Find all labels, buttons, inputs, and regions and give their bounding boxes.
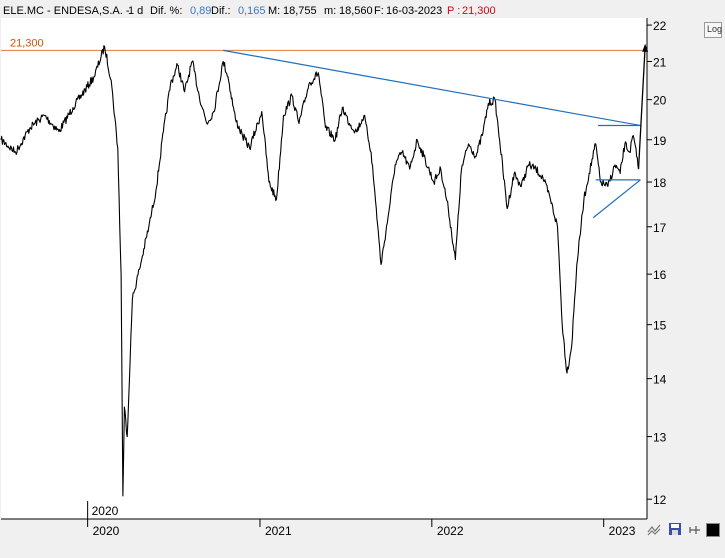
x-year-box-label: 2020 [92, 504, 119, 518]
price-series [0, 45, 640, 497]
x-axis-ticks: 2020 2021 2022 2023 2020 [87, 501, 636, 538]
y-tick-label: 12 [653, 493, 667, 507]
header-min-value: 18,560 [339, 5, 373, 17]
header-ticker: ELE.MC - ENDESA,S.A. - [3, 5, 130, 17]
y-tick-label: 21 [653, 55, 667, 69]
y-tick-label: 18 [653, 176, 667, 190]
projection-arrowhead [642, 43, 649, 52]
x-tick-label: 2020 [93, 524, 120, 538]
color-swatch-button[interactable] [706, 523, 720, 537]
header-price-label: P : [447, 5, 460, 17]
save-icon[interactable] [667, 521, 683, 537]
y-tick-label: 20 [653, 94, 667, 108]
triangle-lower-line [592, 179, 641, 219]
y-axis-ticks: 12 13 14 15 16 17 18 19 20 21 22 [647, 19, 667, 507]
log-scale-button[interactable]: Log [704, 22, 722, 38]
trend-annotations [223, 43, 649, 219]
x-tick-label: 2023 [609, 524, 636, 538]
price-line [0, 45, 640, 497]
plot-area[interactable] [1, 18, 647, 519]
y-tick-label: 15 [653, 319, 667, 333]
y-tick-label: 14 [653, 373, 667, 387]
pin-icon[interactable] [687, 522, 703, 538]
horizontal-level: 21,300 [1, 37, 647, 51]
y-tick-label: 13 [653, 431, 667, 445]
header-diff-label: Dif.: [211, 5, 231, 17]
y-tick-label: 16 [653, 268, 667, 282]
projection-arrow-line [637, 46, 646, 170]
header-date-value: 16-03-2023 [386, 5, 442, 17]
x-tick-label: 2021 [265, 524, 292, 538]
header-max-value: 18,755 [283, 5, 317, 17]
y-tick-label: 19 [653, 134, 667, 148]
descending-trendline [223, 49, 641, 127]
header-min-label: m: [324, 5, 336, 17]
header-date-label: F: [374, 5, 384, 17]
header-diff-value: 0,165 [238, 5, 266, 17]
resistance-level-label: 21,300 [10, 37, 44, 49]
log-scale-label: Log [707, 24, 723, 34]
header-change-label: Dif. %: [150, 5, 182, 17]
x-tick-label: 2022 [437, 524, 464, 538]
zigzag-icon[interactable] [646, 522, 662, 538]
chart-header: ELE.MC - ENDESA,S.A. - 1 d Dif. %: 0,89 … [3, 5, 496, 17]
header-change-value: 0,89 [190, 5, 211, 17]
y-tick-label: 22 [653, 19, 667, 33]
header-max-label: M: [268, 5, 280, 17]
y-tick-label: 17 [653, 221, 667, 235]
header-price-value: 21,300 [462, 5, 496, 17]
header-period: 1 d [128, 5, 143, 17]
